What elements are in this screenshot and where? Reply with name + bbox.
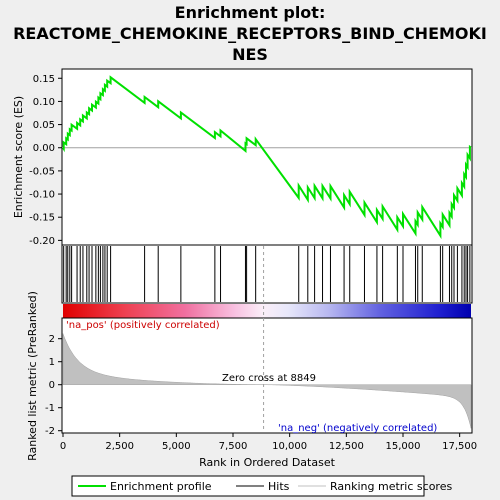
es-panel <box>61 68 473 246</box>
metric-y-tick-label: -2 <box>45 426 55 437</box>
es-y-tick-label: 0.15 <box>33 74 55 85</box>
es-y-tick-label: 0.05 <box>33 120 55 131</box>
x-tick-label: 15,000 <box>386 441 421 452</box>
x-tick-label: 12,500 <box>329 441 364 452</box>
legend-item-ranking-metric: Ranking metric scores <box>330 480 452 493</box>
legend-item-enrichment-profile: Enrichment profile <box>110 480 212 493</box>
x-axis: 0 2,500 5,000 7,500 10,000 12,500 15,000 17,500 <box>60 433 477 452</box>
pos-correlated-label: 'na_pos' (positively correlated) <box>66 320 220 331</box>
title-line-3: NES <box>232 45 268 64</box>
es-y-tick-label: 0.00 <box>33 143 55 154</box>
x-tick-label: 7,500 <box>219 441 248 452</box>
title-line-1: Enrichment plot: <box>175 3 326 22</box>
es-y-axis: 0.15 0.10 0.05 0.00 -0.05 -0.10 -0.15 -0.20 <box>29 74 62 247</box>
title-line-2: REACTOME_CHEMOKINE_RECEPTORS_BIND_CHEMOK… <box>13 24 487 43</box>
legend: Enrichment profile Hits Ranking metric s… <box>71 475 452 497</box>
enrichment-profile-line <box>62 75 472 240</box>
zero-cross-label: Zero cross at 8849 <box>222 373 316 384</box>
x-tick-label: 10,000 <box>272 441 307 452</box>
metric-y-axis-label: Ranked list metric (PreRanked) <box>26 291 39 461</box>
x-axis-label: Rank in Ordered Dataset <box>199 456 336 469</box>
es-y-tick-label: -0.15 <box>29 213 55 224</box>
metric-panel <box>61 317 473 434</box>
x-tick-label: 2,500 <box>105 441 134 452</box>
legend-item-hits: Hits <box>268 480 290 493</box>
metric-y-tick-label: 0 <box>49 380 55 391</box>
chart-title: Enrichment plot: REACTOME_CHEMOKINE_RECE… <box>13 3 487 64</box>
hit-markers <box>63 246 471 302</box>
metric-y-tick-label: 1 <box>49 357 55 368</box>
x-tick-label: 0 <box>60 441 66 452</box>
es-y-tick-label: -0.10 <box>29 190 55 201</box>
ranking-metric-area <box>62 333 472 429</box>
es-y-tick-label: -0.20 <box>29 236 55 247</box>
es-y-tick-label: -0.05 <box>29 166 55 177</box>
rank-heatmap-bar <box>63 304 471 318</box>
hits-panel <box>61 244 473 304</box>
neg-correlated-label: 'na_neg' (negatively correlated) <box>278 423 437 434</box>
es-y-tick-label: 0.10 <box>33 97 55 108</box>
metric-y-tick-label: -1 <box>45 403 55 414</box>
x-tick-label: 17,500 <box>442 441 477 452</box>
es-y-axis-label: Enrichment score (ES) <box>12 96 25 218</box>
metric-y-tick-label: 2 <box>49 334 55 345</box>
metric-y-axis: 2 1 0 -1 -2 <box>45 334 62 437</box>
x-tick-label: 5,000 <box>162 441 191 452</box>
